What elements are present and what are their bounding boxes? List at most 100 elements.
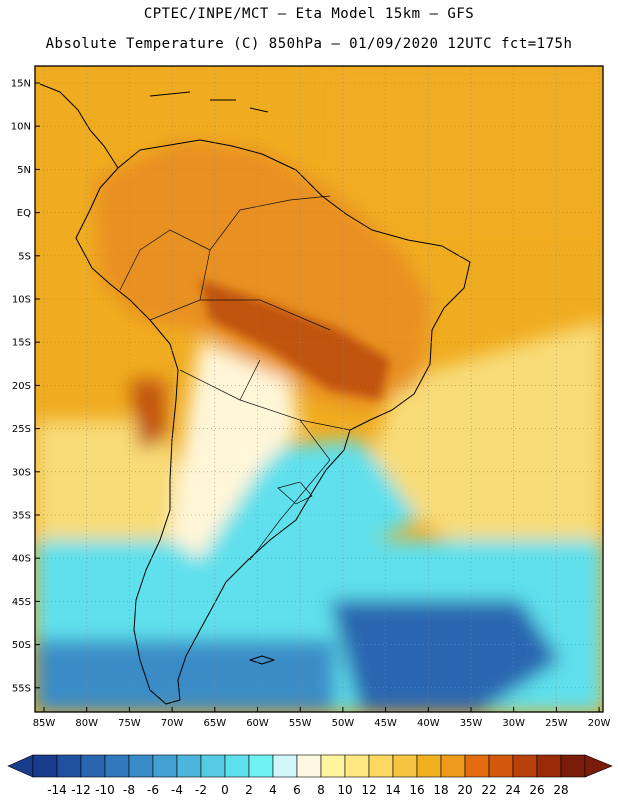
lat-label: 5N bbox=[17, 165, 31, 176]
lat-label: EQ bbox=[17, 208, 31, 219]
lat-label: 40S bbox=[12, 554, 31, 565]
field-south-atlantic-yellow bbox=[360, 320, 603, 560]
lagoa-dos-patos bbox=[277, 481, 313, 505]
temperature-field bbox=[35, 66, 603, 712]
lon-label: 40W bbox=[417, 718, 440, 729]
colorbar-label: 14 bbox=[385, 783, 400, 797]
map-title-line2: Absolute Temperature (C) 850hPa – 01/09/… bbox=[45, 36, 573, 52]
colorbar-swatch bbox=[128, 754, 154, 778]
lon-label: 20W bbox=[588, 718, 611, 729]
colorbar-label: -12 bbox=[71, 783, 91, 797]
colorbar-label: 28 bbox=[553, 783, 568, 797]
lat-label: 45S bbox=[12, 597, 31, 608]
colorbar-label: 16 bbox=[409, 783, 424, 797]
field-deep-cold-east bbox=[330, 600, 560, 712]
field-south-pacific-yellow bbox=[35, 420, 200, 560]
falklands bbox=[249, 655, 275, 665]
colorbar-label: 10 bbox=[337, 783, 352, 797]
latitude-labels: 15N 10N 5N EQ 5S 10S 15S 20S 25S 30S 35S 40S 45S 50S 5… bbox=[11, 79, 40, 694]
colorbar-label: -8 bbox=[123, 783, 135, 797]
colorbar-label: -10 bbox=[95, 783, 115, 797]
lon-label: 55W bbox=[289, 718, 312, 729]
colorbar-swatch bbox=[224, 754, 250, 778]
colorbar-swatch bbox=[152, 754, 178, 778]
colorbar-swatch bbox=[464, 754, 490, 778]
lat-label: 20S bbox=[12, 381, 31, 392]
colorbar-label: 2 bbox=[245, 783, 253, 797]
lon-label: 75W bbox=[118, 718, 141, 729]
lat-label: 35S bbox=[12, 511, 31, 522]
field-north-atlantic-warm bbox=[330, 66, 603, 226]
field-deep-cold-west bbox=[35, 640, 335, 712]
lon-label: 80W bbox=[75, 718, 98, 729]
coastlines bbox=[39, 83, 471, 705]
colorbar-swatch bbox=[56, 754, 82, 778]
lat-label: 55S bbox=[12, 683, 31, 694]
border-lines bbox=[119, 195, 351, 561]
map-frame bbox=[34, 65, 604, 713]
field-warm-tongue bbox=[170, 340, 300, 560]
colorbar-high-arrow bbox=[584, 754, 613, 778]
lon-label: 45W bbox=[374, 718, 397, 729]
colorbar-swatch bbox=[248, 754, 274, 778]
longitude-labels: 85W 80W 75W 70W 65W 60W 55W 50W 45W 40W 35W 30W 25W 2… bbox=[33, 707, 611, 729]
lat-label: 15S bbox=[12, 338, 31, 349]
colorbar-label: -6 bbox=[147, 783, 159, 797]
colorbar-label: 4 bbox=[269, 783, 277, 797]
lat-label: 30S bbox=[12, 467, 31, 478]
colorbar-swatch bbox=[296, 754, 322, 778]
lon-label: 35W bbox=[460, 718, 483, 729]
colorbar-swatch bbox=[344, 754, 370, 778]
colorbar-swatch bbox=[104, 754, 130, 778]
lon-label: 70W bbox=[161, 718, 184, 729]
colorbar-label: 26 bbox=[529, 783, 544, 797]
colorbar-swatch bbox=[488, 754, 514, 778]
lon-label: 50W bbox=[332, 718, 355, 729]
graticule bbox=[35, 66, 603, 712]
colorbar-label: -4 bbox=[171, 783, 183, 797]
political-borders bbox=[119, 195, 351, 561]
colorbar-label: 24 bbox=[505, 783, 520, 797]
colorbar-swatch bbox=[440, 754, 466, 778]
colorbar-swatch bbox=[392, 754, 418, 778]
colorbar-swatch bbox=[416, 754, 442, 778]
lat-label: 10N bbox=[11, 122, 31, 133]
central-america-coastline bbox=[39, 83, 119, 169]
lon-label: 25W bbox=[545, 718, 568, 729]
colorbar-label: 18 bbox=[433, 783, 448, 797]
colorbar-swatch bbox=[320, 754, 346, 778]
colorbar-label: -2 bbox=[195, 783, 207, 797]
lon-label: 60W bbox=[246, 718, 269, 729]
colorbar-label: 12 bbox=[361, 783, 376, 797]
colorbar-label: 6 bbox=[293, 783, 301, 797]
lon-label: 85W bbox=[33, 718, 56, 729]
field-cold-plume bbox=[200, 440, 420, 600]
colorbar-swatch bbox=[536, 754, 562, 778]
field-andes-hot bbox=[130, 380, 165, 450]
colorbar-swatch bbox=[80, 754, 106, 778]
colorbar-swatch bbox=[176, 754, 202, 778]
colorbar-swatch bbox=[512, 754, 538, 778]
colorbar-swatch bbox=[560, 754, 586, 778]
colorbar: -14 -12 -10 -8 -6 -4 -2 0 2 4 6 8 10 12 14 16 18 20 22 24 26… bbox=[7, 754, 613, 797]
map-title-line1: CPTEC/INPE/MCT – Eta Model 15km – GFS bbox=[143, 6, 475, 22]
lon-label: 30W bbox=[502, 718, 525, 729]
colorbar-low-arrow bbox=[7, 754, 34, 778]
lat-label: 10S bbox=[12, 295, 31, 306]
lat-label: 25S bbox=[12, 424, 31, 435]
colorbar-label: -14 bbox=[47, 783, 67, 797]
lon-label: 65W bbox=[203, 718, 226, 729]
lat-label: 15N bbox=[11, 79, 31, 90]
lat-label: 50S bbox=[12, 640, 31, 651]
colorbar-swatch bbox=[32, 754, 58, 778]
colorbar-swatch bbox=[272, 754, 298, 778]
colorbar-label: 0 bbox=[221, 783, 229, 797]
lat-label: 5S bbox=[18, 251, 31, 262]
colorbar-label: 20 bbox=[457, 783, 472, 797]
colorbar-swatch bbox=[368, 754, 394, 778]
field-hot-core bbox=[200, 280, 390, 400]
colorbar-swatch bbox=[200, 754, 226, 778]
colorbar-label: 22 bbox=[481, 783, 496, 797]
colorbar-label: 8 bbox=[317, 783, 325, 797]
